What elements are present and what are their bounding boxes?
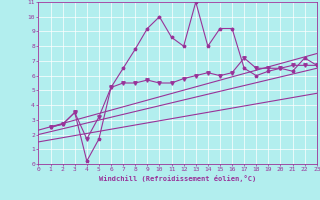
X-axis label: Windchill (Refroidissement éolien,°C): Windchill (Refroidissement éolien,°C) (99, 175, 256, 182)
